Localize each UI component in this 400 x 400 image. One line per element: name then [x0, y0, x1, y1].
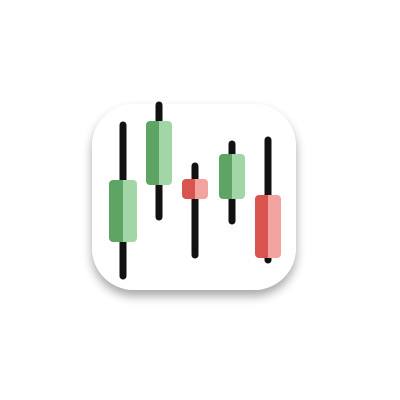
- candle-body: [255, 195, 281, 258]
- candle-body: [109, 180, 137, 242]
- candle-body: [219, 154, 245, 199]
- candle-body: [182, 179, 208, 199]
- candle-body: [146, 121, 172, 185]
